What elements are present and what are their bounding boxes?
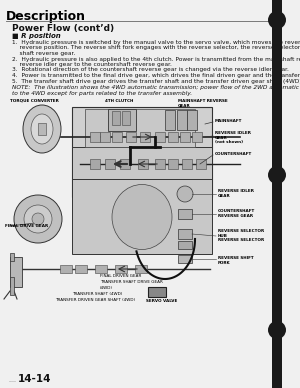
Text: reverse position. The reverse shift fork engages with the reverse selector, the : reverse position. The reverse shift fork… [12, 45, 300, 50]
Circle shape [268, 166, 286, 184]
Bar [72, 107, 212, 197]
Text: 4TH CLUTCH: 4TH CLUTCH [105, 99, 134, 103]
Text: 2.  Hydraulic pressure is also applied to the 4th clutch. Power is transmitted f: 2. Hydraulic pressure is also applied to… [12, 57, 300, 62]
Text: TORQUE CONVERTER: TORQUE CONVERTER [10, 99, 59, 103]
Text: REVERSE IDLER
GEAR
(not shown): REVERSE IDLER GEAR (not shown) [215, 131, 251, 144]
Bar [72, 147, 212, 197]
Bar [112, 111, 120, 125]
Bar [85, 109, 195, 147]
Bar [140, 132, 150, 142]
Text: SERVO VALVE: SERVO VALVE [146, 299, 177, 303]
Bar [75, 265, 87, 273]
Text: REVERSE SHIFT
FORK: REVERSE SHIFT FORK [218, 256, 254, 265]
Bar [272, 0, 282, 388]
Bar [38, 123, 46, 135]
Bar [95, 265, 107, 273]
Ellipse shape [112, 185, 172, 249]
Ellipse shape [23, 105, 61, 153]
Bar [10, 277, 14, 295]
Text: MAINSHAFT: MAINSHAFT [215, 119, 242, 123]
Bar [126, 132, 136, 142]
Text: 3.  Rotational direction of the countershaft reverse gear is changed via the rev: 3. Rotational direction of the countersh… [12, 68, 289, 73]
Text: TRANSFER SHAFT (4WD): TRANSFER SHAFT (4WD) [72, 292, 122, 296]
Bar [178, 229, 192, 239]
Bar [112, 132, 122, 142]
Bar [90, 132, 100, 142]
Text: TRANSFER SHAFT DRIVE GEAR: TRANSFER SHAFT DRIVE GEAR [100, 280, 163, 284]
Bar [178, 209, 192, 219]
Text: ■ R position: ■ R position [12, 33, 61, 39]
Bar [138, 159, 148, 169]
Bar [135, 265, 147, 273]
Bar [178, 241, 192, 249]
Bar [180, 132, 190, 142]
Text: NOTE:  The illustration shows the 4WD automatic transmission; power flow of the : NOTE: The illustration shows the 4WD aut… [12, 85, 300, 90]
Text: 5.  The transfer shaft drive gear drives the transfer shaft and the transfer dri: 5. The transfer shaft drive gear drives … [12, 78, 300, 83]
Circle shape [177, 186, 193, 202]
Bar [192, 132, 202, 142]
Text: 4.  Power is transmitted to the final drive gear, which drives the final driven : 4. Power is transmitted to the final dri… [12, 73, 300, 78]
Text: to the 4WD except for parts related to the transfer assembly.: to the 4WD except for parts related to t… [12, 90, 192, 95]
Text: Description: Description [6, 10, 86, 23]
Text: TRANSFER DRIVEN GEAR SHAFT (4WD): TRANSFER DRIVEN GEAR SHAFT (4WD) [55, 298, 135, 302]
Bar [72, 179, 212, 254]
Bar [165, 110, 175, 130]
Text: FINAL DRIVE GEAR: FINAL DRIVE GEAR [5, 224, 48, 228]
Bar [108, 109, 136, 131]
Text: REVERSE SELECTOR
HUB
REVERSE SELECTOR: REVERSE SELECTOR HUB REVERSE SELECTOR [218, 229, 264, 242]
Bar [168, 132, 178, 142]
Bar [182, 159, 192, 169]
Bar [100, 132, 110, 142]
Bar [178, 255, 192, 263]
Bar [168, 159, 178, 169]
Bar [115, 265, 127, 273]
Text: COUNTERSHAFT: COUNTERSHAFT [215, 152, 252, 156]
Text: shaft reverse gear.: shaft reverse gear. [12, 51, 75, 56]
Bar [148, 287, 166, 297]
Circle shape [14, 195, 62, 243]
Bar [10, 253, 14, 261]
Text: 14-14: 14-14 [18, 374, 52, 384]
Text: Power Flow (cont’d): Power Flow (cont’d) [12, 24, 114, 33]
Bar [120, 159, 130, 169]
Bar [90, 159, 100, 169]
Text: ....: .... [8, 378, 16, 383]
Text: 1.  Hydraulic pressure is switched by the manual valve to the servo valve, which: 1. Hydraulic pressure is switched by the… [12, 40, 300, 45]
Bar [187, 110, 197, 130]
Bar [10, 257, 22, 287]
Text: REVERSE IDLER
GEAR: REVERSE IDLER GEAR [218, 189, 254, 197]
Bar [105, 159, 115, 169]
Bar [155, 159, 165, 169]
Bar [177, 110, 187, 130]
Bar [155, 132, 165, 142]
Text: FINAL DRIVEN GEAR: FINAL DRIVEN GEAR [100, 274, 141, 278]
Bar [122, 111, 130, 125]
Text: COUNTERSHAFT
REVERSE GEAR: COUNTERSHAFT REVERSE GEAR [218, 209, 255, 218]
Circle shape [32, 213, 44, 225]
Text: reverse idler gear to the countershaft reverse gear.: reverse idler gear to the countershaft r… [12, 62, 172, 67]
Text: (4WD): (4WD) [100, 286, 113, 290]
Bar [60, 265, 72, 273]
Circle shape [24, 205, 52, 233]
Ellipse shape [31, 114, 53, 144]
Text: MAINSHAFT REVERSE
GEAR: MAINSHAFT REVERSE GEAR [178, 99, 228, 107]
Circle shape [268, 11, 286, 29]
Circle shape [268, 321, 286, 339]
Bar [196, 159, 206, 169]
